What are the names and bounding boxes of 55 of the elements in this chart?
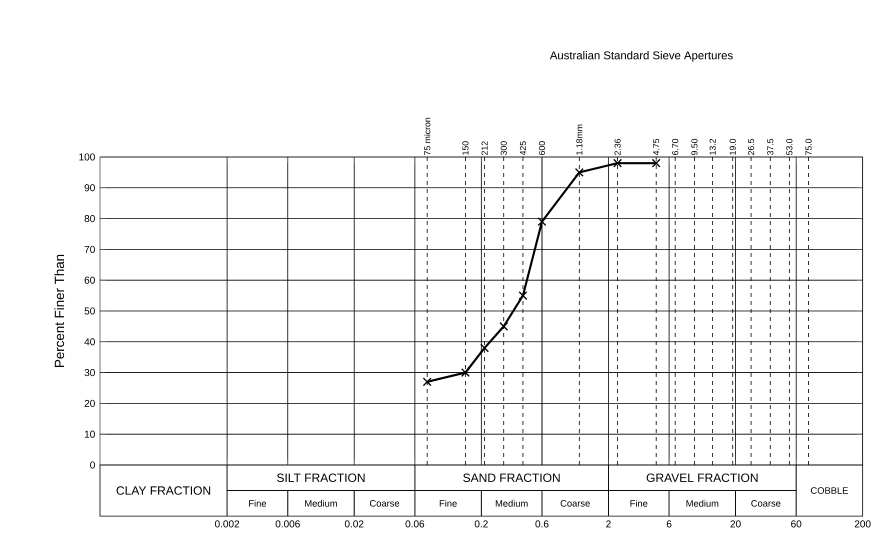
x-tick-label: 0.6 xyxy=(535,520,548,528)
y-axis-title: Percent Finer Than xyxy=(54,254,64,367)
x-tick-label: 0.02 xyxy=(344,520,364,528)
y-tick-label: 60 xyxy=(84,276,95,284)
text: SAND FRACTION xyxy=(463,474,560,482)
chart-title: Australian Standard Sieve Apertures xyxy=(550,51,733,62)
ref-line-label: 4.75 xyxy=(653,138,660,156)
ref-line-label: 6.70 xyxy=(672,138,678,155)
x-tick-label: 0.06 xyxy=(406,520,424,528)
text: Coarse xyxy=(751,500,780,507)
text: SILT FRACTION xyxy=(276,474,365,482)
ref-line-label: 600 xyxy=(538,141,546,155)
ref-line-label: 37.5 xyxy=(767,138,774,156)
ref-line-label: 9.50 xyxy=(691,138,698,155)
y-tick-label: 90 xyxy=(84,184,95,192)
y-tick-label: 70 xyxy=(84,246,95,253)
ref-line-label: 13.2 xyxy=(710,138,716,155)
y-tick-label: 100 xyxy=(79,153,95,161)
ref-line-label: 75.0 xyxy=(805,138,812,155)
y-tick-label: 0 xyxy=(90,461,95,469)
ref-line-label: 425 xyxy=(520,141,526,156)
y-tick-label: 30 xyxy=(84,369,95,376)
y-tick-label: 40 xyxy=(84,338,95,346)
y-tick-label: 20 xyxy=(84,400,95,407)
text: GRAVEL FRACTION xyxy=(646,474,758,482)
text: COBBLE xyxy=(810,487,848,494)
x-tick-label: 6 xyxy=(666,520,672,528)
text: Medium xyxy=(686,500,718,507)
ref-line-label: 53.0 xyxy=(786,138,792,156)
x-tick-label: 60 xyxy=(791,520,802,528)
ref-line-label: 19.0 xyxy=(730,138,736,155)
ref-line-label: 300 xyxy=(500,141,507,156)
ref-line-label: 26.5 xyxy=(748,138,754,155)
x-tick-label: 0.006 xyxy=(276,520,300,528)
ref-line-label: 2.36 xyxy=(614,138,621,155)
ref-line-label: 150 xyxy=(462,141,469,155)
text: Fine xyxy=(630,500,648,507)
ref-line-label: 1.18mm xyxy=(576,124,582,155)
text: Medium xyxy=(305,500,337,507)
text: Fine xyxy=(440,500,457,507)
x-tick-label: 200 xyxy=(854,520,871,528)
y-tick-label: 80 xyxy=(84,215,95,222)
ref-line-label: 75 micron xyxy=(424,118,430,155)
y-tick-label: 10 xyxy=(84,430,95,438)
y-tick-label: 50 xyxy=(84,307,95,315)
x-tick-label: 0.002 xyxy=(215,520,240,528)
text: Coarse xyxy=(560,500,590,507)
text: Medium xyxy=(496,500,528,507)
ref-line-label: 212 xyxy=(482,141,488,155)
text: Coarse xyxy=(370,500,400,507)
x-tick-label: 0.2 xyxy=(474,520,488,528)
x-tick-label: 2 xyxy=(606,520,611,528)
x-tick-label: 20 xyxy=(730,520,741,528)
text: CLAY FRACTION xyxy=(116,486,210,495)
text: Fine xyxy=(249,500,266,507)
